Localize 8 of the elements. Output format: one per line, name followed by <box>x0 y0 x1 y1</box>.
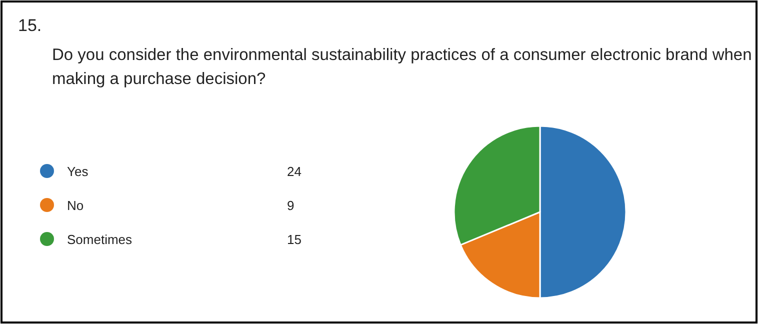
legend-label: Sometimes <box>67 232 133 247</box>
legend-label: No <box>67 198 84 213</box>
chart-title: 15. <box>18 16 42 35</box>
data-label: 24 <box>287 164 302 179</box>
legend-label: Yes <box>67 164 89 179</box>
chart-subtitle: Do you consider the environmental sustainability practices of a consumer electronic brand when making a purchase decision? <box>52 46 752 88</box>
data-label: 15 <box>287 232 302 247</box>
data-label: 9 <box>287 198 294 213</box>
